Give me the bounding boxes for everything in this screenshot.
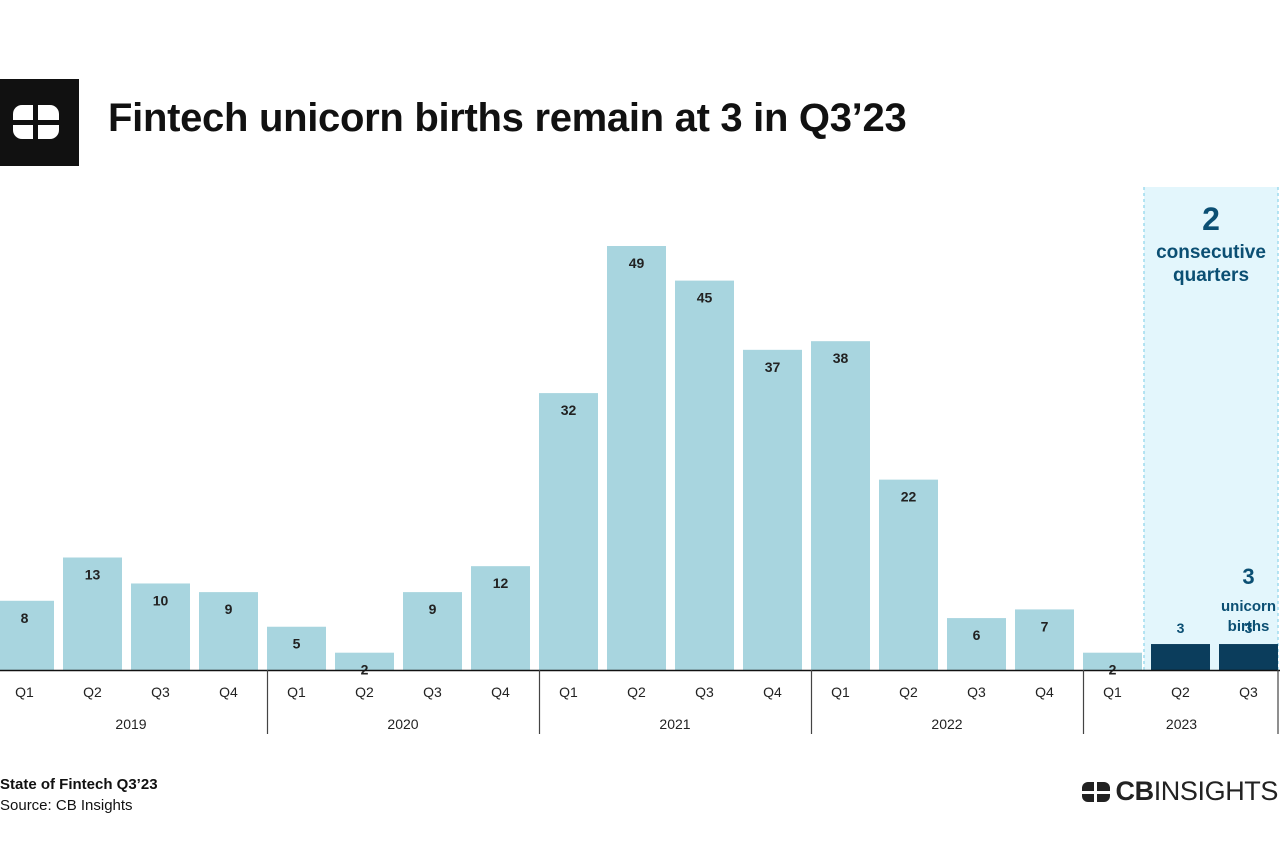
bar — [1083, 652, 1142, 670]
data-label: 32 — [561, 402, 577, 418]
x-tick-label: Q4 — [219, 684, 238, 700]
x-tick-label: Q4 — [1035, 684, 1054, 700]
annotation-text: births — [1228, 618, 1270, 635]
bar — [607, 246, 666, 670]
data-label: 38 — [833, 350, 849, 366]
x-tick-label: Q3 — [695, 684, 714, 700]
x-tick-label: Q2 — [355, 684, 374, 700]
bar — [539, 393, 598, 670]
annotation-text: quarters — [1173, 265, 1249, 286]
data-label: 8 — [21, 610, 29, 626]
x-tick-label: Q4 — [763, 684, 782, 700]
bar — [335, 652, 394, 670]
x-tick-label: Q1 — [1103, 684, 1122, 700]
data-label: 9 — [429, 601, 437, 617]
data-label: 49 — [629, 255, 645, 271]
data-label: 7 — [1041, 618, 1049, 634]
bar — [879, 479, 938, 670]
data-label: 12 — [493, 575, 509, 591]
bar — [63, 557, 122, 670]
x-tick-label: Q2 — [899, 684, 918, 700]
x-tick-label: Q1 — [287, 684, 306, 700]
data-label: 3 — [1245, 620, 1253, 636]
brand-prefix: CB — [1115, 776, 1154, 806]
report-name: State of Fintech Q3’23 — [0, 776, 158, 793]
bar — [267, 626, 326, 670]
x-tick-label: Q2 — [627, 684, 646, 700]
x-tick-label: Q2 — [83, 684, 102, 700]
x-tick-label: Q3 — [151, 684, 170, 700]
data-label: 2 — [1109, 662, 1117, 678]
bar — [1151, 644, 1210, 670]
x-tick-label: Q3 — [423, 684, 442, 700]
x-tick-label: Q2 — [1171, 684, 1190, 700]
bar — [0, 600, 54, 670]
year-label: 2023 — [1166, 716, 1197, 732]
bar — [947, 618, 1006, 670]
year-label: 2021 — [659, 716, 690, 732]
bar — [471, 566, 530, 670]
highlight-panel — [1144, 187, 1278, 670]
cb-insights-wordmark-icon — [1082, 781, 1111, 802]
bar — [811, 341, 870, 670]
year-label: 2022 — [931, 716, 962, 732]
bar — [131, 583, 190, 670]
source-note: Source: CB Insights — [0, 797, 133, 814]
cb-insights-logo-icon — [0, 79, 79, 166]
annotation-number: 2 — [1202, 201, 1220, 237]
bar — [743, 349, 802, 670]
x-tick-label: Q1 — [15, 684, 34, 700]
data-label: 5 — [293, 636, 301, 652]
year-label: 2020 — [387, 716, 418, 732]
footer: State of Fintech Q3’23 Source: CB Insigh… — [0, 774, 158, 816]
data-label: 13 — [85, 567, 101, 583]
brand-suffix: INSIGHTS — [1153, 776, 1279, 806]
data-label: 9 — [225, 601, 233, 617]
annotation-text: consecutive — [1156, 242, 1266, 263]
bar — [199, 592, 258, 670]
bar — [675, 280, 734, 670]
data-label: 3 — [1177, 620, 1185, 636]
data-label: 2 — [361, 662, 369, 678]
data-label: 45 — [697, 290, 713, 306]
bar — [1219, 644, 1278, 670]
data-label: 22 — [901, 489, 917, 505]
data-label: 37 — [765, 359, 781, 375]
brand-logo: CBINSIGHTS — [1081, 776, 1278, 807]
brand-wordmark: CBINSIGHTS — [1115, 776, 1278, 807]
year-label: 2019 — [115, 716, 146, 732]
data-label: 6 — [973, 627, 981, 643]
x-tick-label: Q1 — [559, 684, 578, 700]
bar — [403, 592, 462, 670]
bar — [1015, 609, 1074, 670]
x-tick-label: Q3 — [967, 684, 986, 700]
x-tick-label: Q3 — [1239, 684, 1258, 700]
page-title: Fintech unicorn births remain at 3 in Q3… — [108, 96, 907, 140]
x-tick-label: Q1 — [831, 684, 850, 700]
data-label: 10 — [153, 592, 169, 608]
annotation-number: 3 — [1242, 564, 1254, 589]
annotation-text: unicorn — [1221, 598, 1276, 615]
x-tick-label: Q4 — [491, 684, 510, 700]
